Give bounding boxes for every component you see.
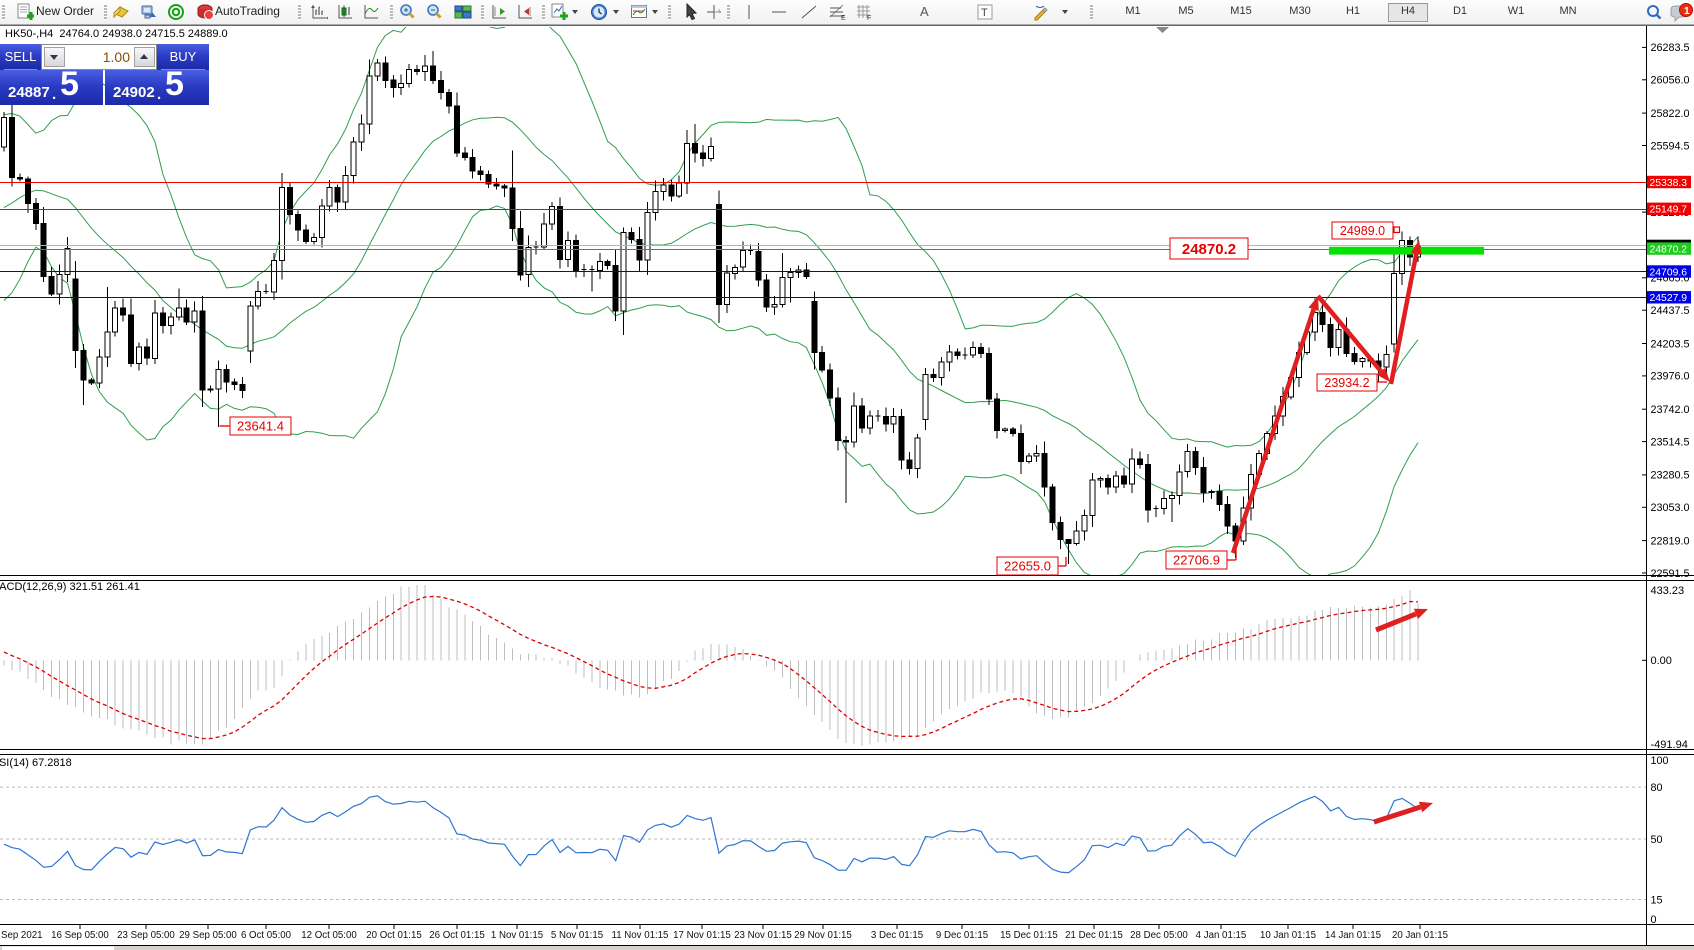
svg-text:26283.5: 26283.5 [1651,42,1690,54]
svg-text:29 Nov 01:15: 29 Nov 01:15 [794,930,852,941]
svg-text:F: F [867,15,871,21]
svg-text:28 Dec 05:00: 28 Dec 05:00 [1130,930,1188,941]
svg-text:1: 1 [1684,6,1690,17]
svg-text:22591.5: 22591.5 [1651,568,1690,580]
svg-text:22819.0: 22819.0 [1651,535,1690,547]
svg-text:25594.5: 25594.5 [1651,140,1690,152]
svg-text:9 Dec 01:15: 9 Dec 01:15 [936,930,988,941]
svg-text:22706.9: 22706.9 [1173,553,1220,568]
svg-text:17 Nov 01:15: 17 Nov 01:15 [673,930,731,941]
svg-text:3 Dec 01:15: 3 Dec 01:15 [871,930,923,941]
svg-text:24203.5: 24203.5 [1651,338,1690,350]
svg-text:23742.0: 23742.0 [1651,404,1690,416]
svg-text:12 Oct 05:00: 12 Oct 05:00 [301,930,357,941]
svg-text:HK50-,H4 24764.0 24938.0 2471: HK50-,H4 24764.0 24938.0 24715.5 24889.0 [5,28,228,40]
svg-text:14 Jan 01:15: 14 Jan 01:15 [1325,930,1381,941]
svg-text:6 Oct 05:00: 6 Oct 05:00 [241,930,292,941]
svg-text:16 Sep 05:00: 16 Sep 05:00 [51,930,109,941]
svg-text:23280.5: 23280.5 [1651,470,1690,482]
svg-text:23641.4: 23641.4 [237,419,284,434]
svg-text:24870.2: 24870.2 [1650,244,1688,255]
svg-text:80: 80 [1651,782,1663,794]
svg-text:T: T [981,7,988,19]
svg-text:5 Nov 01:15: 5 Nov 01:15 [551,930,603,941]
svg-text:24989.0: 24989.0 [1340,224,1385,238]
svg-text:RSI(14) 67.2818: RSI(14) 67.2818 [0,757,72,769]
svg-text:22655.0: 22655.0 [1004,559,1051,574]
svg-text:11 Nov 01:15: 11 Nov 01:15 [612,930,669,941]
svg-text:0.00: 0.00 [1651,655,1672,667]
svg-text:24709.6: 24709.6 [1650,267,1688,278]
svg-text:25338.3: 25338.3 [1650,178,1688,189]
svg-text:0: 0 [1651,914,1657,926]
svg-text:15: 15 [1651,895,1663,907]
svg-text:23053.0: 23053.0 [1651,502,1690,514]
svg-text:25822.0: 25822.0 [1651,108,1690,120]
svg-text:24870.2: 24870.2 [1182,241,1236,258]
svg-text:1 Nov 01:15: 1 Nov 01:15 [491,930,543,941]
svg-text:20 Jan 01:15: 20 Jan 01:15 [1392,930,1448,941]
svg-text:20 Oct 01:15: 20 Oct 01:15 [366,930,421,941]
svg-text:E: E [841,15,846,21]
svg-text:23976.0: 23976.0 [1651,371,1690,383]
svg-text:26 Oct 01:15: 26 Oct 01:15 [429,930,484,941]
svg-text:23514.5: 23514.5 [1651,436,1690,448]
svg-text:100: 100 [1651,755,1669,767]
svg-text:MACD(12,26,9) 321.51 261.41: MACD(12,26,9) 321.51 261.41 [0,581,140,593]
svg-text:433.23: 433.23 [1651,585,1685,597]
svg-text:10 Jan 01:15: 10 Jan 01:15 [1260,930,1316,941]
svg-text:4 Jan 01:15: 4 Jan 01:15 [1196,930,1247,941]
svg-text:23934.2: 23934.2 [1324,376,1369,390]
svg-text:15 Dec 01:15: 15 Dec 01:15 [1000,930,1058,941]
svg-text:23 Sep 05:00: 23 Sep 05:00 [117,930,175,941]
svg-text:21 Dec 01:15: 21 Dec 01:15 [1065,930,1123,941]
svg-text:50: 50 [1651,834,1663,846]
svg-text:24437.5: 24437.5 [1651,305,1690,317]
svg-text:23 Nov 01:15: 23 Nov 01:15 [734,930,792,941]
svg-text:29 Sep 05:00: 29 Sep 05:00 [179,930,237,941]
svg-text:-491.94: -491.94 [1651,739,1688,751]
svg-text:25149.7: 25149.7 [1650,205,1688,216]
svg-text:Sep 2021: Sep 2021 [1,930,42,941]
svg-text:24527.9: 24527.9 [1650,293,1688,304]
svg-text:26056.0: 26056.0 [1651,75,1690,87]
